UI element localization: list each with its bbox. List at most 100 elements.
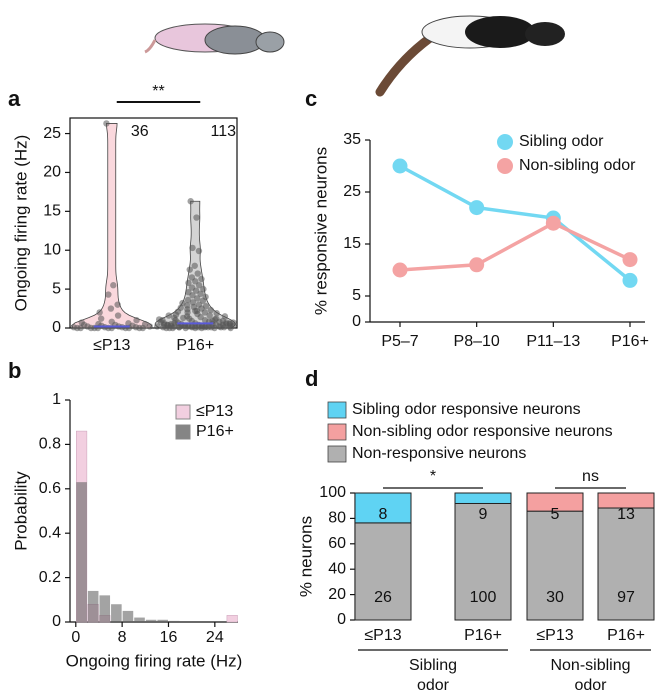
significance-label: ns [582, 468, 599, 485]
y-tick-label: 20 [328, 586, 346, 603]
plot-frame [69, 117, 238, 329]
data-point [193, 307, 201, 315]
data-point [622, 252, 638, 268]
data-point [186, 266, 193, 273]
y-tick-label: 1 [52, 391, 61, 408]
x-tick-label: P11–13 [526, 333, 580, 350]
x-tick-label: ≤P13 [536, 627, 573, 644]
data-point [197, 313, 204, 321]
x-tick-label: P16+ [176, 337, 214, 354]
x-axis-label: Ongoing firing rate (Hz) [66, 651, 243, 670]
data-label: 26 [374, 589, 392, 606]
legend-swatch [175, 424, 191, 440]
panel-label: a [8, 86, 21, 111]
data-point [184, 296, 192, 304]
y-tick-label: 60 [328, 535, 346, 552]
data-point [194, 270, 201, 277]
x-tick-label: 0 [71, 629, 80, 646]
data-point [169, 324, 176, 332]
data-point [199, 297, 207, 304]
y-tick-label: 0 [337, 611, 346, 628]
data-point [469, 257, 485, 273]
x-tick-label: 16 [160, 629, 178, 646]
data-label: 30 [546, 589, 564, 606]
data-point [195, 282, 203, 289]
legend-label: Sibling odor [519, 133, 604, 150]
legend-swatch [327, 401, 347, 419]
legend-swatch [175, 404, 191, 420]
x-tick-label: 24 [206, 629, 224, 646]
data-point [622, 272, 638, 288]
legend-swatch [327, 423, 347, 441]
data-point [207, 306, 215, 314]
histogram-bar [226, 615, 238, 623]
x-tick-label: 8 [118, 629, 127, 646]
y-tick-label: 15 [43, 203, 61, 220]
data-point [194, 295, 201, 302]
histogram-bar [122, 610, 134, 622]
series-line [399, 221, 631, 272]
data-point [193, 214, 200, 221]
y-tick-label: 0.6 [39, 480, 61, 497]
data-point [211, 324, 218, 332]
data-point [97, 315, 105, 322]
legend-label: Non-responsive neurons [352, 445, 526, 462]
histogram-bar [134, 617, 145, 622]
bar-segment [597, 492, 655, 509]
data-point [165, 312, 172, 319]
data-point [180, 314, 187, 322]
data-point [114, 312, 122, 319]
y-tick-label: 0.2 [39, 569, 61, 586]
x-tick-label: P16+ [607, 627, 645, 644]
data-point [139, 324, 147, 332]
legend-label: Non-sibling odor [519, 157, 636, 174]
y-tick-label: 5 [52, 280, 61, 297]
y-tick-label: 0.8 [39, 436, 61, 453]
data-point [77, 324, 84, 332]
data-point [154, 323, 161, 330]
data-point [195, 247, 203, 255]
violin [71, 123, 153, 329]
data-point [206, 312, 213, 319]
data-point [146, 323, 153, 330]
data-label: 97 [617, 589, 635, 606]
data-point [114, 301, 121, 308]
x-tick-label: P16+ [611, 333, 649, 350]
data-point [192, 287, 200, 294]
data-point [469, 200, 485, 216]
y-axis-label: Probability [11, 471, 30, 551]
data-point [201, 309, 209, 316]
data-point [160, 321, 168, 329]
data-point [545, 215, 561, 231]
legend-label: Sibling odor responsive neurons [352, 401, 581, 418]
data-point [191, 262, 198, 269]
bar-segment [454, 492, 512, 504]
data-point [392, 158, 408, 174]
legend-swatch [327, 445, 347, 463]
data-point [107, 305, 115, 312]
legend-label: P16+ [196, 423, 234, 440]
data-point [392, 262, 408, 278]
y-tick-label: 0.4 [39, 524, 61, 541]
data-point [110, 282, 117, 289]
panel-label: c [305, 86, 317, 111]
data-label: 13 [617, 506, 635, 523]
histogram-bar [145, 619, 157, 622]
y-tick-label: 10 [43, 241, 61, 258]
y-tick-label: 80 [328, 510, 346, 527]
data-point [198, 324, 205, 332]
data-point [189, 244, 196, 252]
series-line [399, 164, 632, 282]
group-label: odor [417, 677, 450, 694]
legend-label: Non-sibling odor responsive neurons [352, 423, 613, 440]
legend-label: ≤P13 [196, 403, 233, 420]
group-label: odor [574, 677, 607, 694]
x-tick-label: P8–10 [454, 333, 500, 350]
x-tick-label: ≤P13 [364, 627, 401, 644]
histogram-bar [157, 619, 168, 622]
y-tick-label: 0 [52, 319, 61, 336]
legend-marker [497, 158, 513, 174]
data-point [200, 285, 207, 293]
n-label: 113 [210, 123, 236, 140]
